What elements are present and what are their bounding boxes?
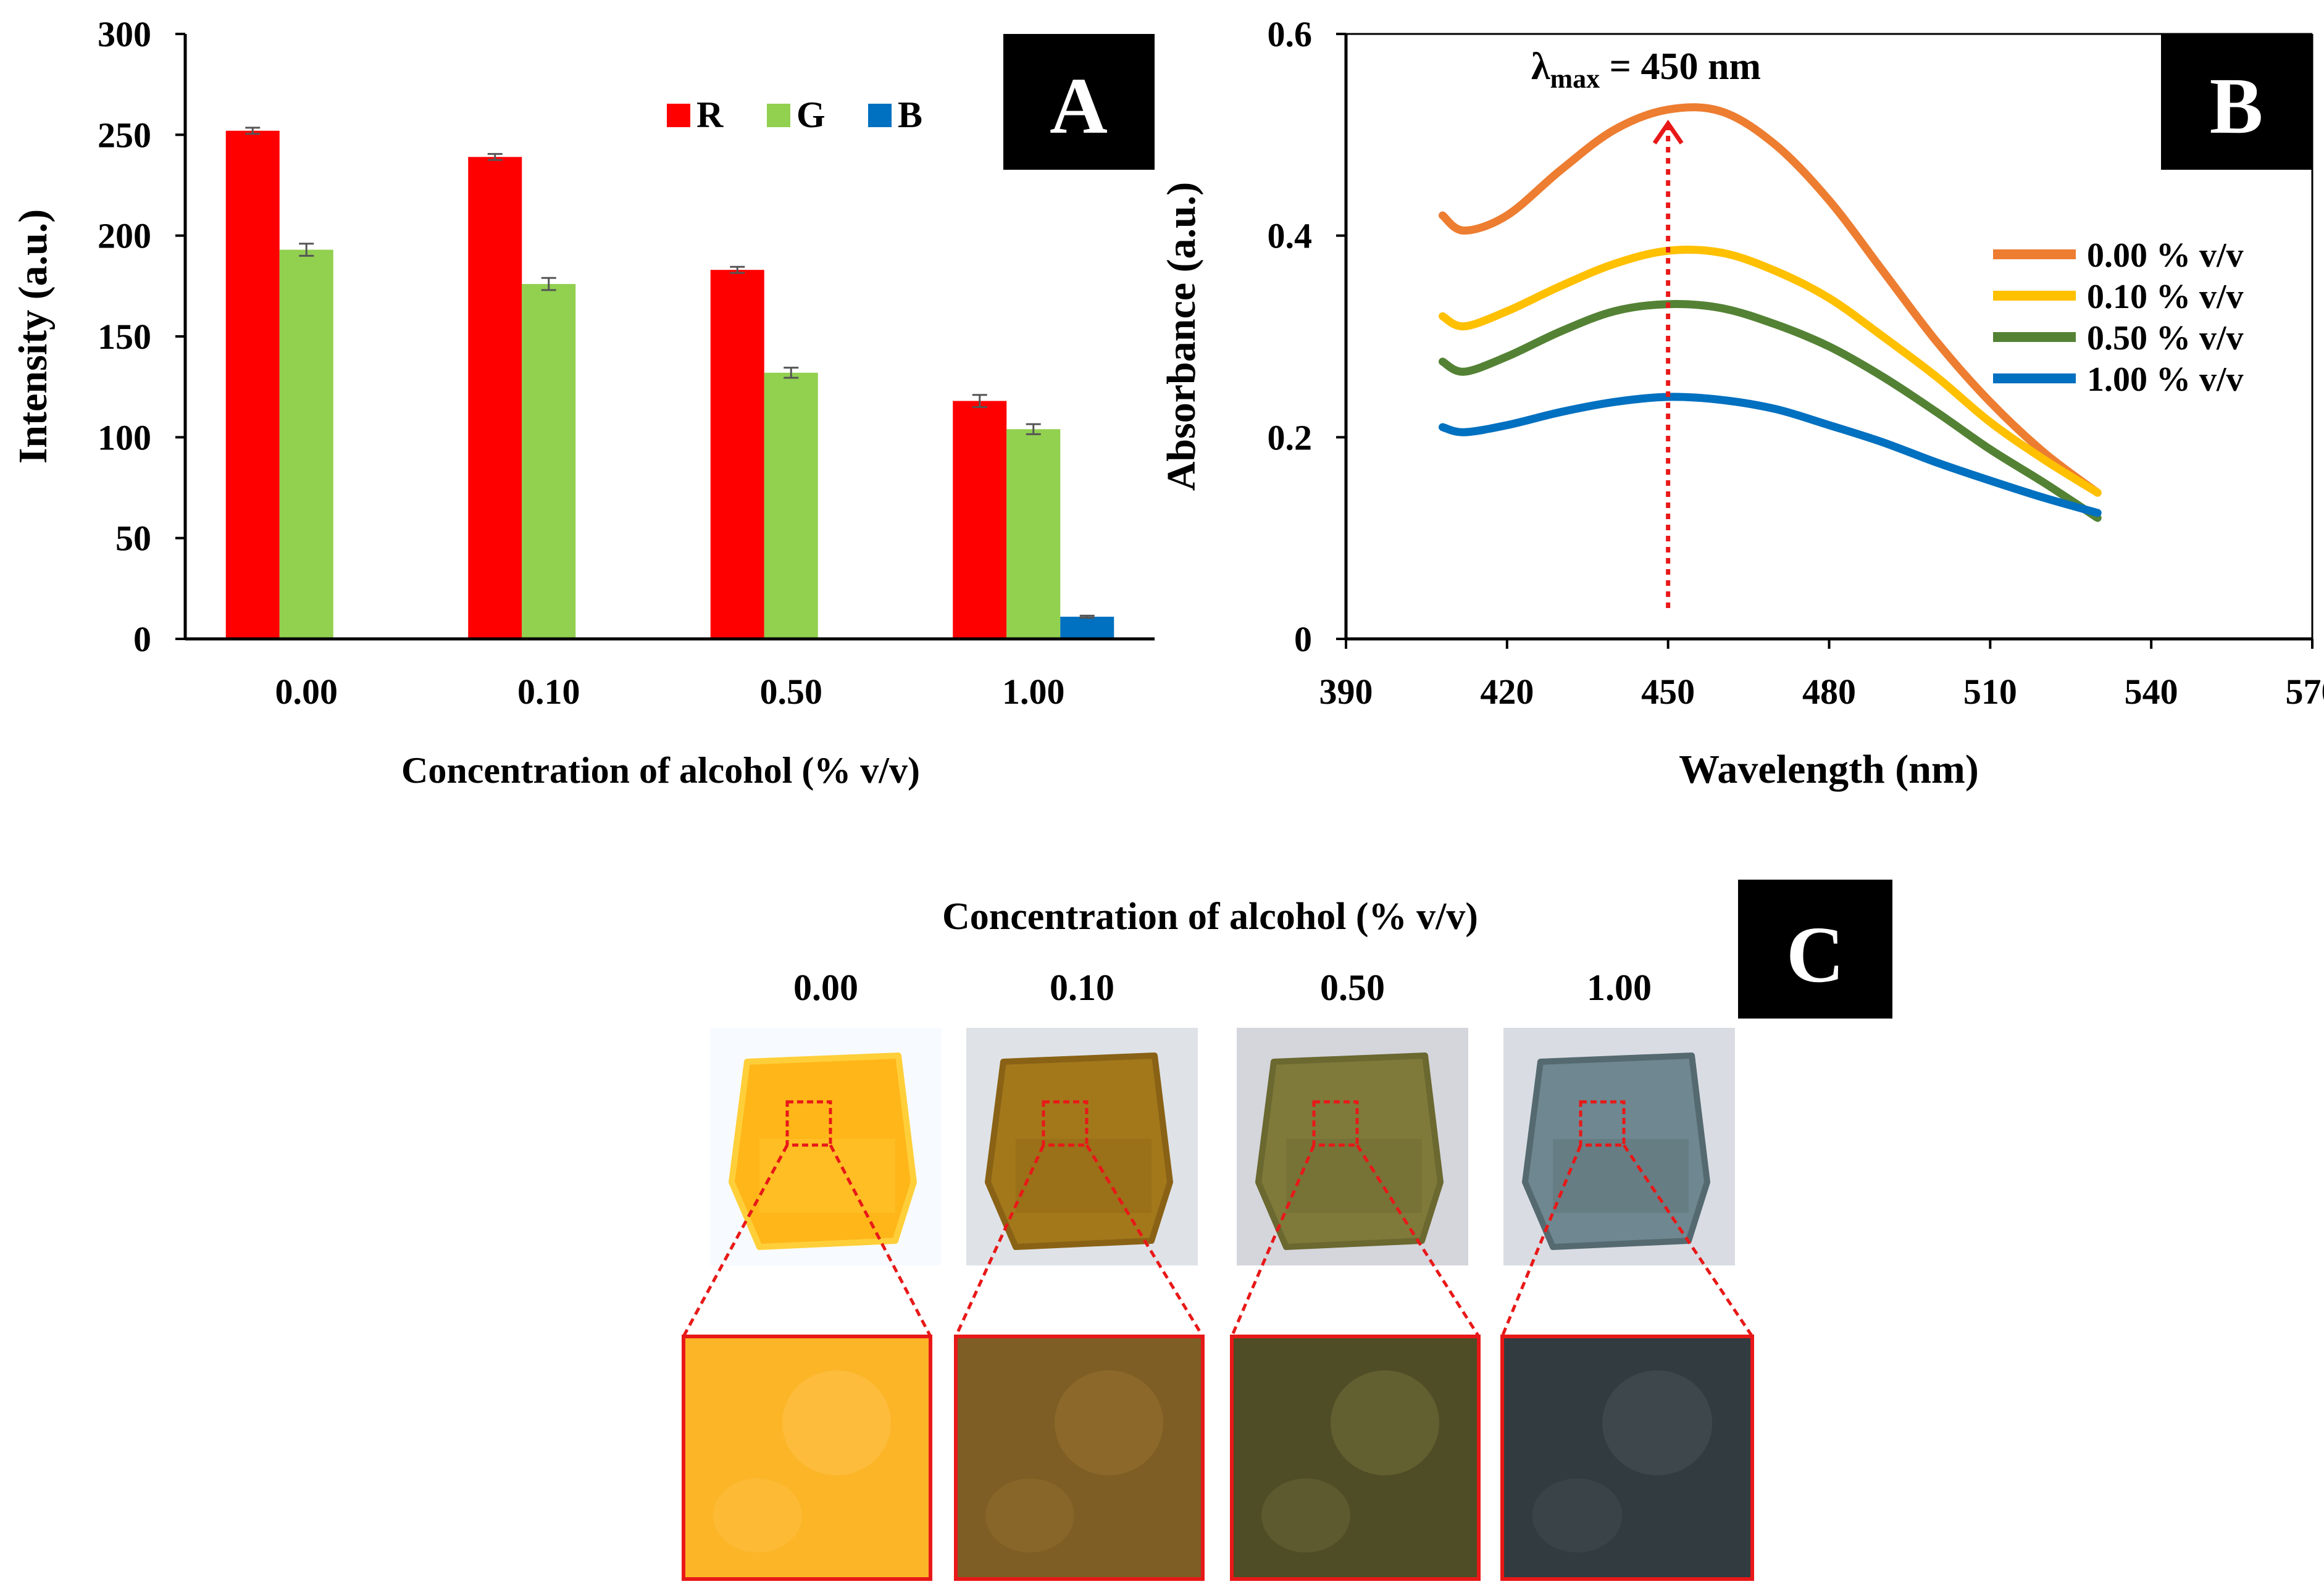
c-zoom-connector-left-1	[954, 1144, 1045, 1338]
b-x-tick-label: 510	[1963, 672, 2017, 712]
panel-a-label: A	[1050, 62, 1108, 151]
a-x-tick-label: 1.00	[1002, 672, 1065, 712]
c-gel-cube-0	[729, 1052, 917, 1250]
b-lambda-max-arrowhead	[1652, 119, 1684, 144]
panel-c-photos: Concentration of alcohol (% v/v) C 0.00 0…	[682, 880, 1892, 1581]
panel-a-bar-chart: 0 50 100 150 200 250 300 0.00 0.10 0.50 1.00 Conc…	[10, 14, 1155, 791]
b-y-tick-label: 0.6	[1268, 14, 1313, 54]
c-zoom-texture-2	[1331, 1370, 1439, 1475]
b-ann-prefix: λ	[1531, 46, 1550, 88]
b-y-axis-label: Absorbance (a.u.)	[1159, 182, 1204, 491]
a-x-tick-label: 0.10	[517, 672, 580, 712]
b-series-line-1	[1439, 245, 2102, 497]
c-gel-cube-2	[1255, 1052, 1444, 1250]
b-x-tick-label: 570	[2286, 672, 2324, 712]
c-zoom-connector-right-2	[1355, 1144, 1481, 1338]
c-zoom-connector-right-0	[829, 1144, 932, 1338]
a-x-axis-label: Concentration of alcohol (% v/v)	[401, 750, 920, 791]
c-zoom-region-1	[1042, 1100, 1089, 1147]
c-zoom-region-3	[1579, 1100, 1626, 1147]
c-sample-label-3: 1.00	[1587, 967, 1652, 1008]
panel-b-label-box	[2161, 34, 2312, 170]
c-gel-cube-1	[985, 1052, 1173, 1250]
panel-a-label-box	[1003, 34, 1155, 170]
c-zoom-texture-0	[782, 1370, 891, 1475]
a-x-tick-label: 0.50	[760, 672, 823, 712]
c-zoom-connector-right-1	[1085, 1144, 1205, 1338]
c-title: Concentration of alcohol (% v/v)	[942, 896, 1478, 938]
c-gel-cube-shade-3	[1553, 1139, 1689, 1213]
a-y-tick-label: 300	[98, 14, 151, 54]
b-x-tick-label: 420	[1480, 672, 1534, 712]
b-ann-sub: max	[1550, 64, 1600, 94]
a-bar-b-3	[1060, 617, 1114, 639]
c-zoom-texture-3	[1532, 1478, 1623, 1552]
c-sample-label-1: 0.10	[1050, 967, 1114, 1008]
a-y-tick-label: 0	[133, 619, 151, 659]
panel-b-label: B	[2210, 62, 2263, 151]
a-legend-label-b: B	[898, 94, 922, 135]
a-bar-r-0	[225, 130, 280, 640]
b-legend-label-1: 0.10 % v/v	[2087, 278, 2244, 316]
c-zoom-region-0	[785, 1100, 832, 1147]
a-y-tick-label: 150	[98, 317, 151, 357]
b-series-line-0	[1439, 103, 2102, 497]
a-y-tick-label: 250	[98, 115, 151, 155]
c-zoom-texture-1	[1055, 1370, 1163, 1475]
b-series-line-3	[1439, 393, 2102, 517]
b-y-tick-label: 0	[1294, 619, 1312, 659]
b-x-tick-label: 480	[1802, 672, 1856, 712]
a-bar-r-2	[710, 270, 764, 639]
a-legend-label-g: G	[796, 94, 826, 135]
a-y-axis-label: Intensity (a.u.)	[10, 209, 56, 464]
b-x-tick-label: 450	[1641, 672, 1695, 712]
b-x-axis-label: Wavelength (nm)	[1679, 747, 1979, 792]
b-x-tick-label: 540	[2125, 672, 2178, 712]
panel-c-label-box	[1738, 880, 1892, 1019]
a-legend-swatch-g	[767, 104, 790, 127]
a-y-tick-label: 50	[115, 519, 151, 559]
c-sample-label-0: 0.00	[793, 967, 858, 1008]
b-legend: 0.00 % v/v0.10 % v/v0.50 % v/v1.00 % v/v	[1993, 236, 2244, 399]
c-zoom-connector-right-3	[1622, 1144, 1754, 1338]
a-y-tick-label: 100	[98, 417, 151, 457]
c-zoom-region-2	[1312, 1100, 1359, 1147]
panel-c-label: C	[1786, 911, 1844, 999]
a-y-tick-label: 200	[98, 216, 151, 256]
c-gel-cube-shade-1	[1016, 1139, 1152, 1213]
b-y-tick-label: 0.4	[1268, 216, 1313, 256]
panel-b-line-chart: 0 0.2 0.4 0.6 390 420 450 480 510 540 570 λmax = …	[1159, 14, 2324, 792]
b-legend-label-2: 0.50 % v/v	[2087, 319, 2244, 357]
a-bar-g-1	[522, 284, 576, 640]
b-lambda-max-label: λmax = 450 nm	[1531, 46, 1761, 94]
a-bar-r-1	[468, 157, 522, 639]
c-sample-label-2: 0.50	[1320, 967, 1385, 1008]
b-series-line-2	[1439, 300, 2102, 522]
b-x-tick-label: 390	[1319, 672, 1373, 712]
c-zoom-connector-left-2	[1230, 1144, 1316, 1337]
a-bar-g-2	[764, 372, 818, 639]
b-y-tick-label: 0.2	[1268, 417, 1313, 457]
a-bar-g-3	[1006, 429, 1061, 639]
b-ann-suffix: = 450 nm	[1600, 46, 1761, 88]
c-gel-cube-shade-0	[759, 1139, 895, 1213]
a-legend-swatch-r	[667, 104, 690, 127]
b-lambda-max-annotation: λmax = 450 nm	[1531, 46, 1761, 608]
c-zoom-connector-left-3	[1500, 1144, 1582, 1337]
c-zoom-texture-2	[1261, 1478, 1350, 1552]
a-legend-label-r: R	[696, 94, 724, 135]
a-legend-swatch-b	[868, 104, 892, 127]
b-legend-label-0: 0.00 % v/v	[2087, 236, 2244, 275]
b-legend-label-3: 1.00 % v/v	[2087, 360, 2244, 399]
c-zoom-texture-0	[713, 1478, 802, 1552]
c-gel-cube-shade-2	[1286, 1139, 1422, 1213]
a-bar-g-0	[279, 249, 333, 639]
a-bar-r-3	[953, 401, 1007, 639]
c-zoom-texture-1	[985, 1478, 1074, 1552]
a-x-tick-label: 0.00	[275, 672, 338, 712]
c-zoom-texture-3	[1602, 1370, 1713, 1475]
